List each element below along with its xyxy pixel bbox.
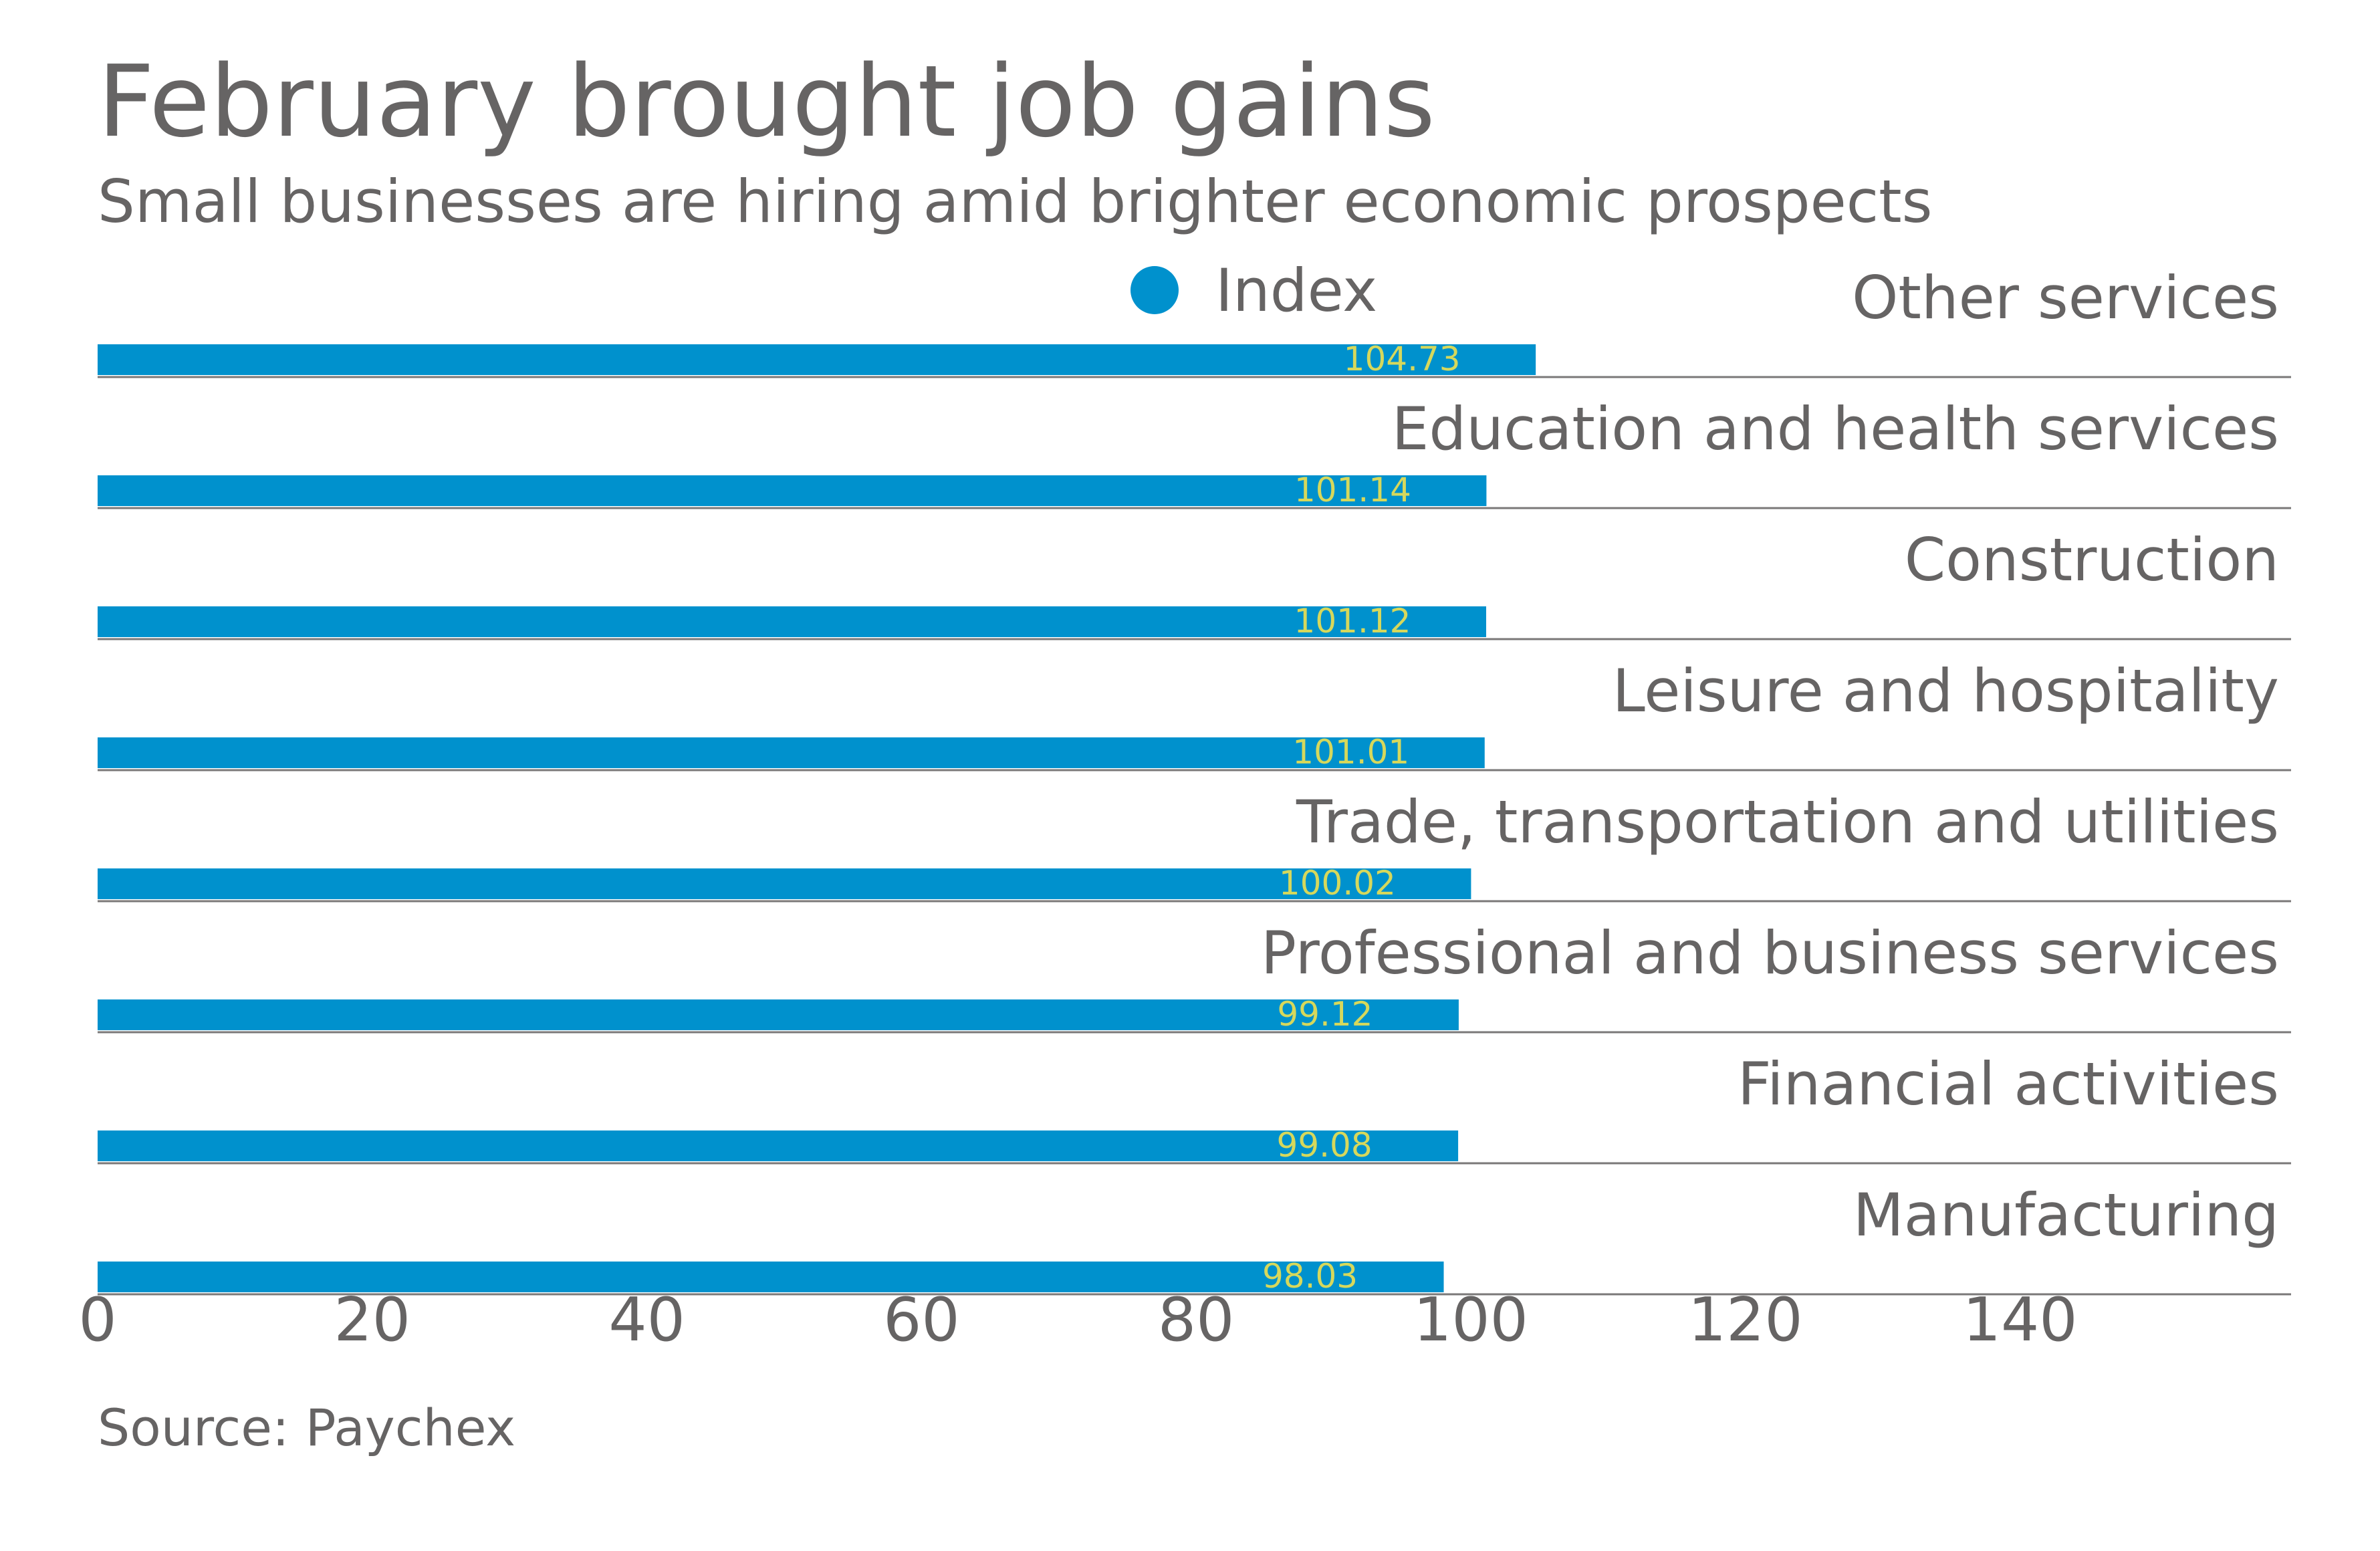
bar-row: Trade, transportation and utilities 100.0… (98, 788, 2291, 903)
value-label: 101.01 (1292, 733, 1409, 771)
bar-row: Professional and business services 99.12 (98, 919, 2291, 1034)
x-tick-label: 40 (608, 1285, 685, 1355)
x-tick-label: 120 (1688, 1285, 1803, 1355)
x-tick-label: 100 (1413, 1285, 1528, 1355)
legend-label-index: Index (1215, 256, 1377, 325)
x-tick-label: 20 (334, 1285, 411, 1355)
bar (98, 344, 1536, 375)
bar (98, 737, 1485, 768)
value-label: 101.12 (1294, 602, 1411, 640)
category-label: Financial activities (1738, 1050, 2279, 1118)
bar-row: Other services 104.73 (98, 263, 2291, 378)
category-label: Manufacturing (1853, 1181, 2279, 1249)
x-tick-label: 0 (78, 1285, 116, 1355)
x-axis-ticks: 0 20 40 60 80 100 120 140 (78, 1285, 2077, 1355)
category-label: Construction (1905, 525, 2279, 594)
bar-row: Manufacturing 98.03 (98, 1181, 2291, 1296)
value-label: 101.14 (1294, 471, 1411, 509)
value-label: 104.73 (1344, 340, 1461, 378)
value-label: 100.02 (1279, 864, 1396, 903)
category-label: Other services (1852, 263, 2279, 332)
category-label: Education and health services (1392, 394, 2279, 463)
x-tick-label: 60 (883, 1285, 960, 1355)
value-label: 99.08 (1277, 1126, 1373, 1165)
bar-row: Education and health services 101.14 (98, 394, 2291, 509)
category-label: Professional and business services (1261, 919, 2279, 987)
bar (98, 999, 1459, 1030)
bar-row: Leisure and hospitality 101.01 (98, 657, 2291, 771)
bar-rows: Other services 104.73 Education and health… (98, 263, 2291, 1296)
value-label: 98.03 (1262, 1257, 1358, 1296)
x-tick-label: 140 (1963, 1285, 2078, 1355)
x-tick-label: 80 (1158, 1285, 1235, 1355)
source-note: Source: Paychex (98, 1398, 516, 1457)
bar (98, 1130, 1459, 1161)
category-label: Leisure and hospitality (1613, 657, 2279, 725)
bar (98, 1262, 1444, 1292)
legend: Index (1130, 256, 1377, 325)
category-label: Trade, transportation and utilities (1296, 788, 2279, 856)
bar (98, 475, 1487, 506)
value-label: 99.12 (1277, 995, 1373, 1034)
bar-row: Construction 101.12 (98, 525, 2291, 640)
chart-subtitle: Small businesses are hiring amid brighte… (98, 167, 1933, 236)
bar-row: Financial activities 99.08 (98, 1050, 2291, 1165)
bar (98, 868, 1471, 899)
bar (98, 606, 1487, 637)
legend-marker-index (1130, 266, 1179, 314)
chart-title: February brought job gains (98, 44, 1435, 159)
